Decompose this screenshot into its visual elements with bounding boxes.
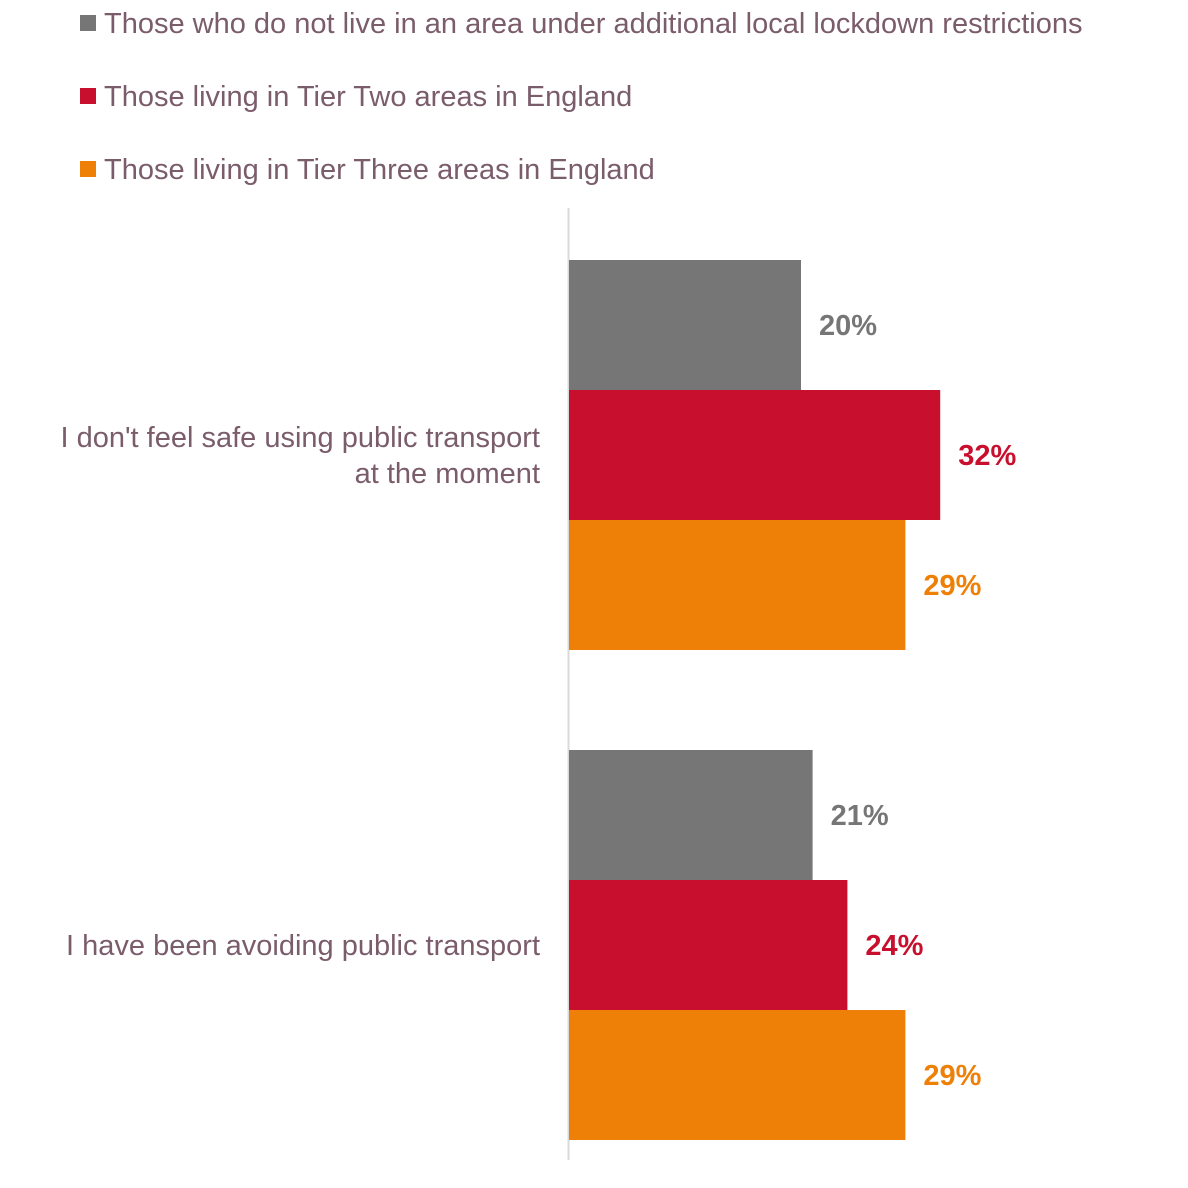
category-label-line: I have been avoiding public transport [66,930,540,962]
bar-0-2 [569,520,906,650]
bar-0-1 [569,390,941,520]
category-label-1: I have been avoiding public transport [66,930,540,962]
bar-1-2 [569,1010,906,1140]
bar-1-1 [569,880,848,1010]
category-label-line: at the moment [355,458,540,490]
legend-label-2: Those living in Tier Three areas in Engl… [104,154,655,186]
legend-swatch-2 [80,161,96,177]
category-label-line: I don't feel safe using public transport [61,422,541,454]
value-label-1-2: 29% [923,1060,981,1092]
legend-swatch-1 [80,88,96,104]
bar-0-0 [569,260,801,390]
legend-label-1: Those living in Tier Two areas in Englan… [104,81,632,113]
value-label-1-0: 21% [831,800,889,832]
value-label-0-0: 20% [819,310,877,342]
legend-label-0: Those who do not live in an area under a… [104,8,1083,40]
legend-swatch-0 [80,15,96,31]
bars [569,260,941,1140]
category-labels: I don't feel safe using public transport… [61,422,541,962]
value-labels: 20% 32% 29% 21% 24% 29% [819,310,1016,1092]
category-label-0: I don't feel safe using public transport… [61,422,541,490]
value-label-0-2: 29% [923,570,981,602]
bar-1-0 [569,750,813,880]
legend: Those who do not live in an area under a… [80,8,1083,186]
value-label-1-1: 24% [865,930,923,962]
value-label-0-1: 32% [958,440,1016,472]
